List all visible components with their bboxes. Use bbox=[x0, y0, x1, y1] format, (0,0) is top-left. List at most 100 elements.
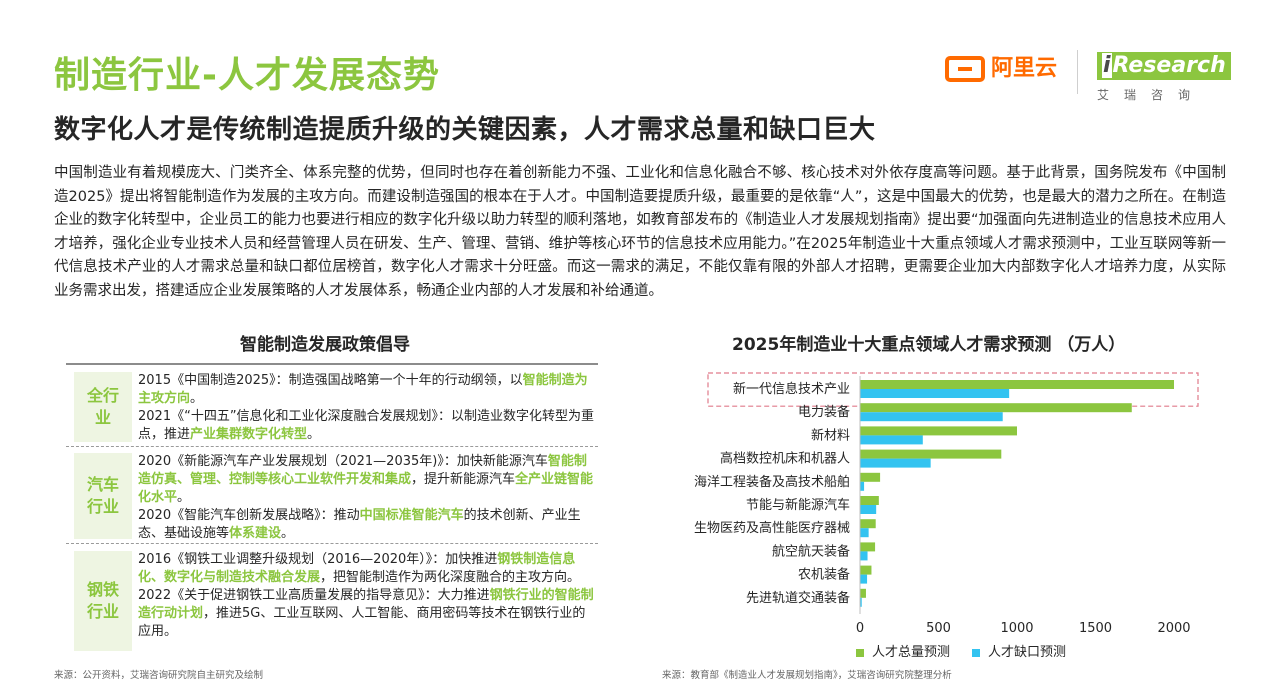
x-tick-label: 0 bbox=[856, 621, 864, 636]
policy-group-label-line: 业 bbox=[94, 408, 111, 427]
bar-gap bbox=[860, 412, 1003, 422]
legend-item-gap: 人才缺口预测 bbox=[972, 645, 1066, 661]
policy-divider bbox=[66, 543, 598, 544]
policy-text-run: 2016《钢铁工业调整升级规划（2016—2020年）》：加快推进 bbox=[138, 552, 498, 567]
legend-swatch-gap bbox=[972, 649, 981, 657]
policy-text-run: 。 bbox=[281, 526, 295, 541]
iresearch-name: Research bbox=[1112, 53, 1226, 78]
bar-gap bbox=[860, 435, 923, 445]
chart-legend: 人才总量预测 人才缺口预测 bbox=[856, 645, 1066, 661]
legend-item-total: 人才总量预测 bbox=[856, 645, 950, 661]
x-tick-label: 1000 bbox=[1000, 621, 1033, 636]
bar-total bbox=[860, 380, 1174, 389]
logo-divider bbox=[1077, 50, 1078, 94]
bar-total bbox=[860, 403, 1132, 413]
bar-total bbox=[860, 496, 879, 505]
bar-total bbox=[860, 449, 1002, 459]
policy-text-run: 2021《“十四五”信息化和工业化深度融合发展规划》：以制造业数字化转型为重点，… bbox=[138, 409, 595, 442]
bar-total bbox=[860, 565, 872, 575]
policy-group-label: 汽车 行业 bbox=[74, 453, 132, 539]
category-label: 高档数控机床和机器人 bbox=[720, 451, 850, 467]
legend-label-gap: 人才缺口预测 bbox=[988, 645, 1067, 660]
policy-highlight: 产业集群数字化转型 bbox=[190, 427, 308, 442]
talent-demand-chart: 新一代信息技术产业电力装备新材料高档数控机床和机器人海洋工程装备及高技术船舶节能… bbox=[660, 360, 1240, 670]
policy-text-run: ，提升新能源汽车 bbox=[411, 472, 516, 487]
page-title: 制造行业-人才发展态势 bbox=[54, 55, 440, 96]
policy-item: 2022《关于促进钢铁工业高质量发展的指导意见》：大力推进钢铁行业的智能制造行动… bbox=[138, 587, 596, 641]
bar-gap bbox=[860, 389, 1010, 398]
policy-group-label-line: 钢铁 bbox=[86, 580, 119, 599]
bar-total bbox=[860, 472, 881, 482]
policy-group-auto: 汽车 行业 2020《新能源汽车产业发展规划（2021—2035年)》：加快新能… bbox=[66, 449, 598, 541]
policy-highlight: 钢铁行业的智能制造行动计划 bbox=[138, 588, 594, 621]
policy-divider bbox=[66, 446, 598, 447]
policy-heading: 智能制造发展政策倡导 bbox=[240, 335, 410, 355]
category-label: 节能与新能源汽车 bbox=[746, 497, 850, 513]
policy-group-label: 钢铁 行业 bbox=[74, 551, 132, 651]
policy-text-run: 。 bbox=[177, 490, 191, 505]
bar-gap bbox=[860, 458, 931, 468]
policy-group-label-line: 行业 bbox=[86, 497, 119, 516]
x-tick-label: 1500 bbox=[1079, 621, 1112, 636]
iresearch-wordmark: iResearch bbox=[1097, 52, 1231, 80]
bar-total bbox=[860, 426, 1017, 436]
chart-source: 来源：教育部《制造业人才发展规划指南》，艾瑞咨询研究院整理分析 bbox=[662, 670, 952, 681]
category-label: 新一代信息技术产业 bbox=[733, 381, 850, 397]
policy-text-run: 的技术创新、产业生态、基础设施等 bbox=[138, 508, 581, 541]
iresearch-chinese-name: 艾瑞咨询 bbox=[1097, 88, 1206, 102]
policy-text-run: 2020《新能源汽车产业发展规划（2021—2035年)》：加快新能源汽车 bbox=[138, 454, 548, 469]
category-label: 新材料 bbox=[811, 427, 850, 443]
x-tick-label: 500 bbox=[926, 621, 951, 636]
policy-text-run: 2020《智能汽车创新发展战略》：推动 bbox=[138, 508, 360, 523]
policy-highlight: 全产业链智能化水平 bbox=[138, 472, 594, 505]
policy-text-run: ，推进5G、工业互联网、人工智能、商用密码等技术在钢铁行业的应用。 bbox=[138, 606, 586, 639]
policy-text-run: 2022《关于促进钢铁工业高质量发展的指导意见》：大力推进 bbox=[138, 588, 490, 603]
policy-text-run: 。 bbox=[307, 427, 321, 442]
logo-area: 阿里云 iResearch 艾瑞咨询 bbox=[945, 48, 1231, 108]
policy-highlight: 智能制造为主攻方向 bbox=[138, 373, 588, 406]
category-label: 航空航天装备 bbox=[772, 543, 850, 559]
aliyun-wordmark: 阿里云 bbox=[991, 56, 1058, 81]
category-label: 农机装备 bbox=[798, 567, 850, 583]
category-label: 生物医药及高性能医疗器械 bbox=[694, 520, 850, 536]
chart-title: 2025年制造业十大重点领域人才需求预测 （万人） bbox=[732, 335, 1126, 355]
page-subtitle: 数字化人才是传统制造提质升级的关键因素，人才需求总量和缺口巨大 bbox=[54, 115, 876, 145]
policy-item: 2021《“十四五”信息化和工业化深度融合发展规划》：以制造业数字化转型为重点，… bbox=[138, 408, 596, 444]
policy-group-label: 全行 业 bbox=[74, 372, 132, 442]
bar-total bbox=[860, 588, 866, 598]
policy-group-label-line: 行业 bbox=[86, 602, 119, 621]
bar-gap bbox=[860, 505, 877, 514]
category-label: 海洋工程装备及高技术船舶 bbox=[694, 474, 850, 490]
aliyun-logo: 阿里云 bbox=[945, 56, 1057, 82]
category-label: 电力装备 bbox=[798, 404, 850, 420]
bar-gap bbox=[860, 528, 869, 538]
policy-highlight: 钢铁制造信息化、数字化与制造技术融合发展 bbox=[138, 552, 576, 585]
policy-group-label-line: 全行 bbox=[86, 386, 119, 405]
policy-highlight: 智能制造仿真、管理、控制等核心工业软件开发和集成 bbox=[138, 454, 587, 487]
policy-source: 来源：公开资料，艾瑞咨询研究院自主研究及绘制 bbox=[54, 670, 264, 681]
policy-text-run: 2015《中国制造2025》：制造强国战略第一个十年的行动纲领，以 bbox=[138, 373, 523, 388]
iresearch-logo: iResearch bbox=[1097, 50, 1231, 82]
policy-text-run: ，把智能制造作为两化深度融合的主攻方向。 bbox=[320, 570, 581, 585]
policy-highlight: 体系建设 bbox=[229, 526, 282, 541]
x-tick-label: 2000 bbox=[1157, 621, 1190, 636]
chart-svg: 新一代信息技术产业电力装备新材料高档数控机床和机器人海洋工程装备及高技术船舶节能… bbox=[694, 372, 1199, 636]
policy-highlight: 中国标准智能汽车 bbox=[359, 508, 464, 523]
policy-item: 2015《中国制造2025》：制造强国战略第一个十年的行动纲领，以智能制造为主攻… bbox=[138, 372, 596, 408]
policy-text-run: 。 bbox=[190, 391, 204, 406]
policy-group-label-line: 汽车 bbox=[86, 475, 119, 494]
policy-item: 2020《智能汽车创新发展战略》：推动中国标准智能汽车的技术创新、产业生态、基础… bbox=[138, 507, 596, 543]
bar-gap bbox=[860, 481, 865, 491]
policy-group-text: 2015《中国制造2025》：制造强国战略第一个十年的行动纲领，以智能制造为主攻… bbox=[138, 372, 596, 444]
policy-group-steel: 钢铁 行业 2016《钢铁工业调整升级规划（2016—2020年）》：加快推进钢… bbox=[66, 547, 598, 657]
bar-gap bbox=[860, 597, 862, 607]
bar-gap bbox=[860, 551, 868, 561]
legend-label-total: 人才总量预测 bbox=[872, 645, 951, 660]
aliyun-mark-icon bbox=[945, 56, 985, 82]
policy-group-text: 2016《钢铁工业调整升级规划（2016—2020年）》：加快推进钢铁制造信息化… bbox=[138, 551, 596, 641]
policy-item: 2016《钢铁工业调整升级规划（2016—2020年）》：加快推进钢铁制造信息化… bbox=[138, 551, 596, 587]
policy-group-text: 2020《新能源汽车产业发展规划（2021—2035年)》：加快新能源汽车智能制… bbox=[138, 453, 596, 543]
bar-total bbox=[860, 519, 876, 529]
legend-swatch-total bbox=[856, 649, 864, 657]
intro-paragraph: 中国制造业有着规模庞大、门类齐全、体系完整的优势，但同时也存在着创新能力不强、工… bbox=[54, 165, 1226, 299]
